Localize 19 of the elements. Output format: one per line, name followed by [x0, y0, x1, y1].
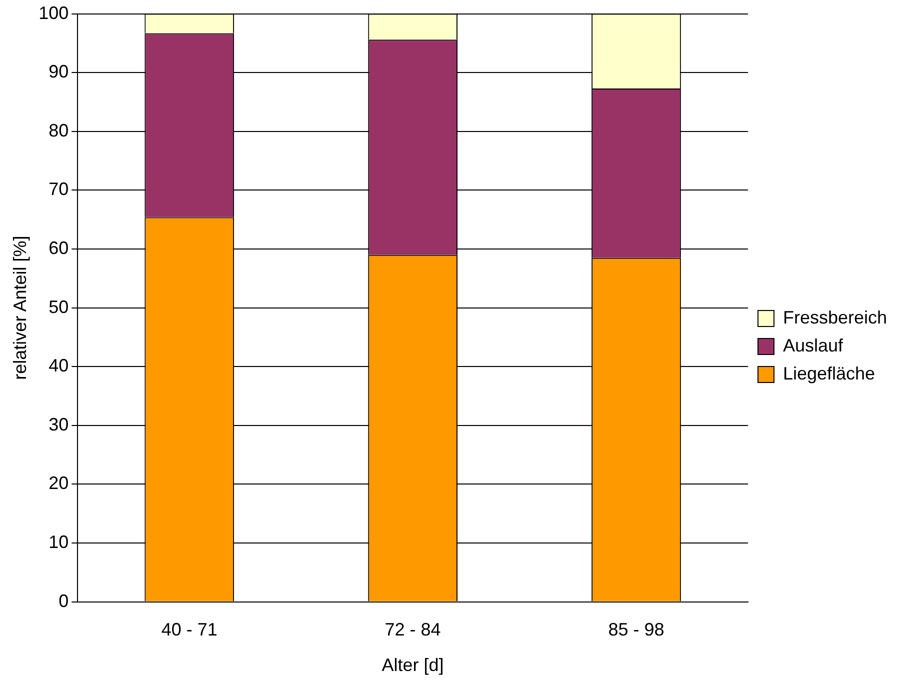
x-tick-label: 72 - 84: [384, 620, 441, 640]
y-tick-label: 50: [48, 296, 69, 317]
legend-label: Liegefläche: [782, 363, 876, 384]
y-tick-label: 70: [48, 179, 69, 200]
y-tick-label: 20: [48, 473, 69, 494]
x-tick-label: 40 - 71: [161, 620, 218, 640]
y-tick-label: 90: [48, 62, 69, 82]
x-tick-label: 85 - 98: [608, 620, 664, 640]
y-tick-label: 80: [48, 120, 69, 140]
y-tick-label: 0: [58, 590, 69, 611]
y-tick-label: 10: [48, 532, 69, 552]
y-tick-label: 40: [48, 356, 69, 376]
legend-label: Fressbereich: [782, 307, 888, 328]
legend-label: Auslauf: [782, 335, 844, 356]
y-axis-title: relativer Anteil [%]: [10, 236, 30, 380]
y-tick-label: 100: [38, 2, 69, 23]
x-axis-title: Alter [d]: [382, 655, 444, 676]
y-tick-label: 60: [48, 238, 69, 258]
y-tick-label: 30: [48, 414, 69, 434]
